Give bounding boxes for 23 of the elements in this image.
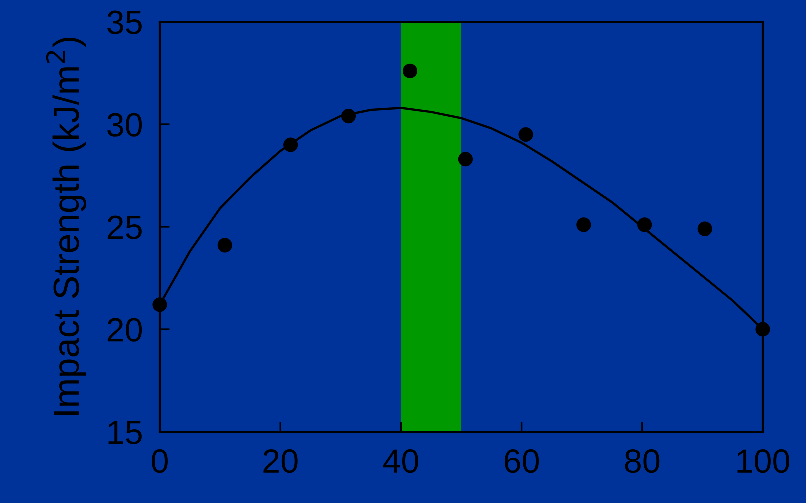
x-tick-label: 60 (504, 450, 540, 474)
point (152, 298, 168, 312)
x-tick-label: 0 (152, 450, 168, 474)
x-tick-label: 20 (264, 450, 298, 474)
y-tick-label: 25 (108, 216, 142, 240)
y-tick-label: 15 (108, 421, 142, 444)
y-tick-label: 35 (108, 10, 142, 34)
y-tick-label: 30 (108, 113, 142, 137)
point (518, 127, 534, 142)
y-tick-label: 20 (108, 318, 142, 342)
x-tick-label: 40 (383, 450, 418, 474)
point (402, 64, 418, 78)
point (638, 218, 652, 232)
point (756, 322, 770, 337)
point (576, 218, 592, 232)
x-tick-label: 80 (625, 450, 660, 474)
y-axis-title: Impact Strength (kJ/m$^{2}$) (46, 38, 86, 416)
point (458, 152, 474, 167)
point (218, 238, 232, 253)
x-tick-label: 100 (738, 450, 790, 474)
point (698, 222, 712, 236)
point (284, 138, 298, 152)
point (341, 109, 356, 124)
